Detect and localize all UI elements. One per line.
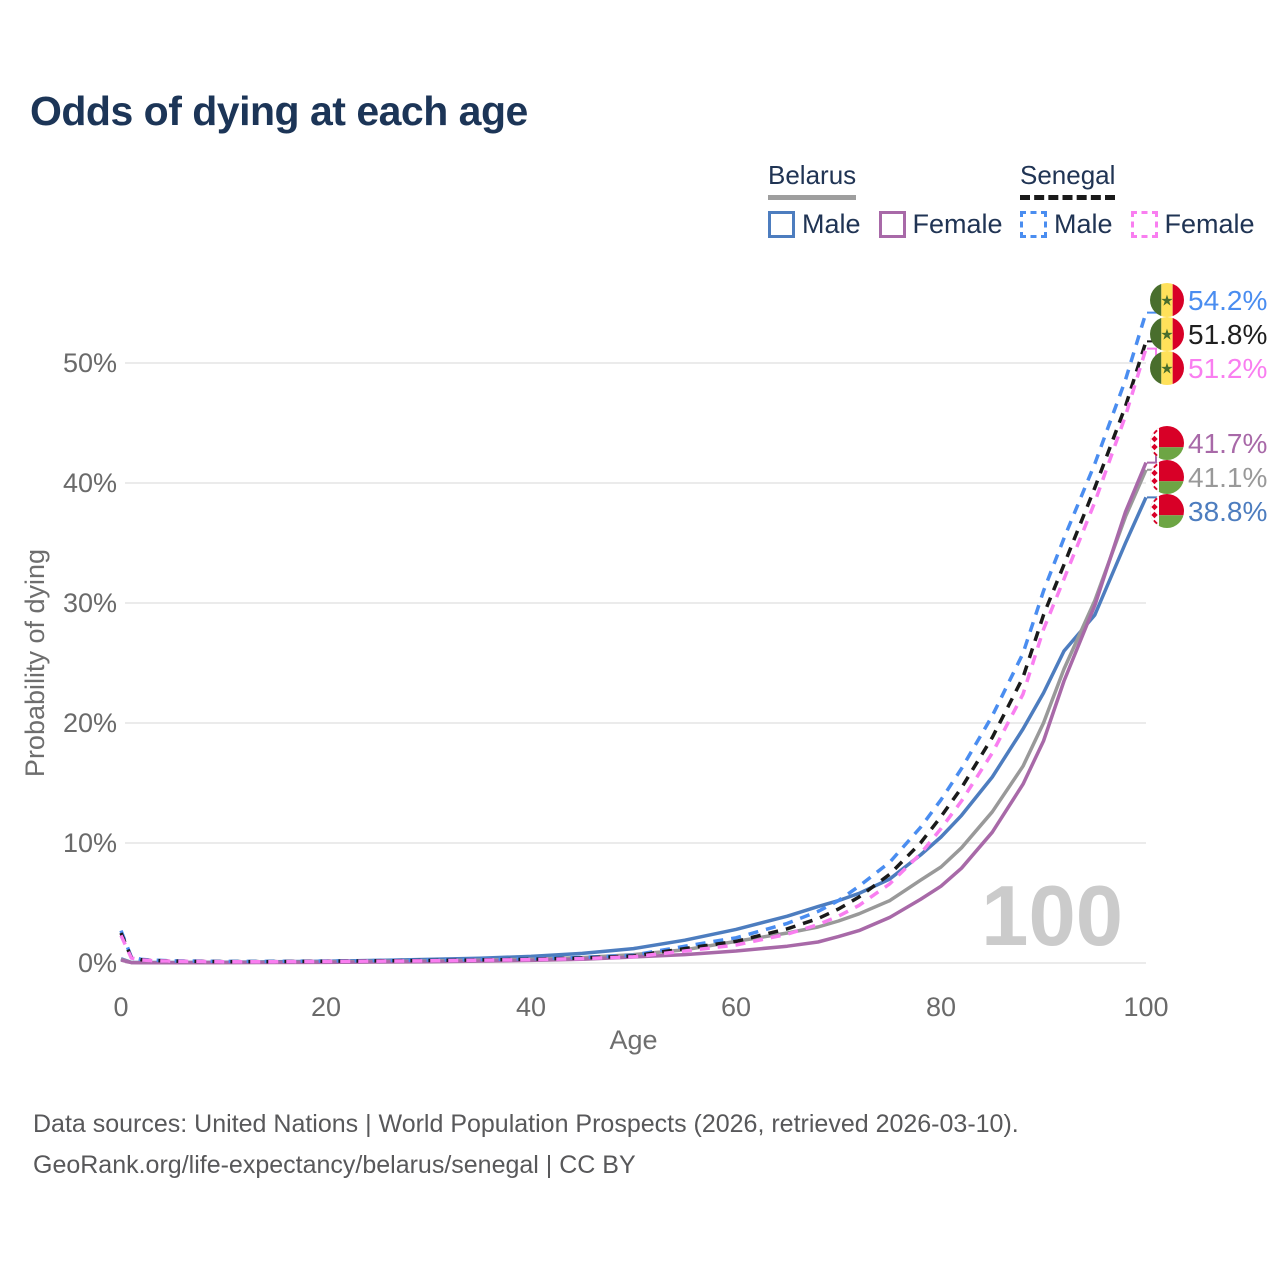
y-tick-label: 10% bbox=[63, 828, 117, 858]
legend-group-belarus: Belarus Male Female bbox=[768, 160, 1021, 240]
page-title: Odds of dying at each age bbox=[30, 88, 528, 134]
end-value-label-senegal-female[interactable]: 51.2% bbox=[1188, 353, 1267, 384]
footer: Data sources: United Nations | World Pop… bbox=[33, 1104, 1019, 1186]
x-tick-label: 60 bbox=[721, 992, 751, 1022]
end-value-label-belarus-male[interactable]: 38.8% bbox=[1188, 496, 1267, 527]
belarus-flag-icon bbox=[1150, 460, 1184, 494]
series-line-senegal-female[interactable] bbox=[119, 348, 1148, 964]
footer-attribution: GeoRank.org/life-expectancy/belarus/sene… bbox=[33, 1151, 636, 1179]
svg-text:★: ★ bbox=[1160, 293, 1173, 310]
legend-label-belarus-female: Female bbox=[912, 209, 1003, 239]
y-tick-label: 20% bbox=[63, 708, 117, 738]
x-tick-label: 20 bbox=[311, 992, 341, 1022]
legend-country-belarus[interactable]: Belarus bbox=[768, 160, 857, 200]
belarus-flag-icon bbox=[1150, 426, 1184, 460]
legend-item-senegal-male[interactable]: Male bbox=[1020, 209, 1113, 240]
senegal-flag-icon: ★ bbox=[1150, 283, 1184, 317]
legend-items-senegal: Male Female bbox=[1020, 209, 1273, 240]
end-value-label-belarus-female[interactable]: 41.7% bbox=[1188, 428, 1267, 459]
y-tick-label: 40% bbox=[63, 468, 117, 498]
series-line-senegal-both[interactable] bbox=[119, 340, 1148, 964]
end-value-label-senegal-male[interactable]: 54.2% bbox=[1188, 285, 1267, 316]
senegal-female-swatch-icon bbox=[1130, 211, 1158, 238]
legend-label-senegal-male: Male bbox=[1054, 209, 1113, 239]
senegal-flag-icon: ★ bbox=[1150, 351, 1184, 385]
svg-text:★: ★ bbox=[1160, 361, 1173, 378]
x-axis-title: Age bbox=[609, 1025, 657, 1055]
age-counter-watermark: 100 bbox=[981, 869, 1123, 964]
y-tick-label: 30% bbox=[63, 588, 117, 618]
legend-group-senegal: Senegal Male Female bbox=[1020, 160, 1273, 240]
legend-items-belarus: Male Female bbox=[768, 209, 1021, 240]
belarus-flag-icon bbox=[1150, 494, 1184, 528]
legend-item-senegal-female[interactable]: Female bbox=[1130, 209, 1255, 240]
x-tick-label: 40 bbox=[516, 992, 546, 1022]
x-tick-label: 0 bbox=[113, 992, 128, 1022]
legend-item-belarus-male[interactable]: Male bbox=[768, 209, 861, 240]
x-tick-label: 100 bbox=[1123, 992, 1168, 1022]
y-tick-label: 0% bbox=[78, 948, 117, 978]
x-tick-label: 80 bbox=[926, 992, 956, 1022]
series-line-senegal-male[interactable] bbox=[119, 312, 1148, 964]
svg-text:★: ★ bbox=[1160, 327, 1173, 344]
y-tick-label: 50% bbox=[63, 348, 117, 378]
senegal-male-swatch-icon bbox=[1020, 211, 1047, 238]
legend-label-senegal-female: Female bbox=[1164, 209, 1255, 239]
legend-label-belarus-male: Male bbox=[802, 209, 861, 239]
senegal-flag-icon: ★ bbox=[1150, 317, 1184, 351]
belarus-female-swatch-icon bbox=[878, 211, 906, 238]
end-value-label-belarus-both[interactable]: 41.1% bbox=[1188, 462, 1267, 493]
belarus-male-swatch-icon bbox=[768, 211, 795, 238]
end-value-label-senegal-both[interactable]: 51.8% bbox=[1188, 319, 1267, 350]
footer-data-sources: Data sources: United Nations | World Pop… bbox=[33, 1110, 1019, 1138]
legend-item-belarus-female[interactable]: Female bbox=[878, 209, 1003, 240]
legend-country-senegal[interactable]: Senegal bbox=[1020, 160, 1116, 200]
y-axis-title: Probability of dying bbox=[20, 549, 50, 777]
